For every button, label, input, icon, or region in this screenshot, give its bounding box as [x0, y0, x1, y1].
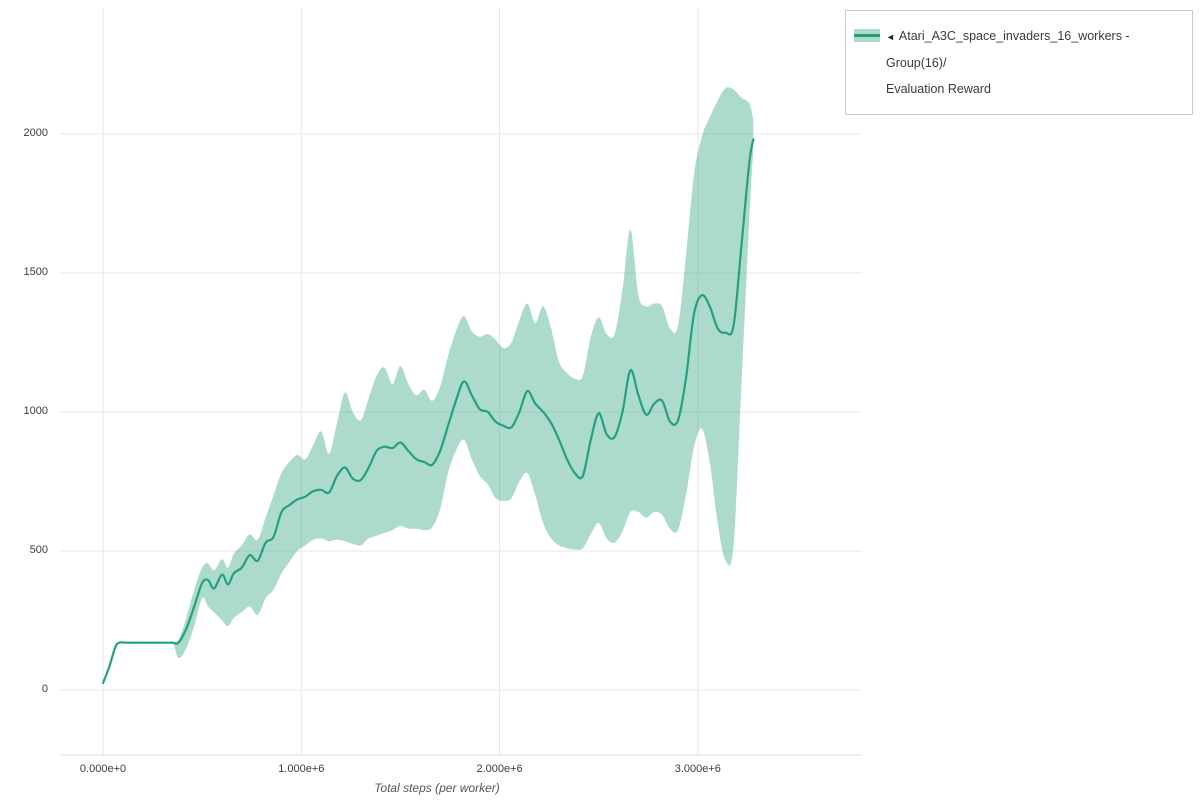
y-tick-label: 2000: [23, 126, 48, 139]
y-tick-label: 1500: [23, 265, 48, 278]
legend-run-name-row: ◄ Atari_A3C_space_invaders_16_workers - G…: [886, 29, 1130, 70]
y-tick-label: 0: [41, 682, 48, 695]
y-tick-label: 1000: [23, 404, 48, 417]
legend-metric-name: Evaluation Reward: [886, 82, 991, 96]
x-tick-label: 0.000e+0: [79, 763, 127, 775]
collapse-triangle-icon: ◄: [886, 32, 895, 42]
line-swatch: [854, 34, 880, 37]
legend-run-name: Atari_A3C_space_invaders_16_workers - Gr…: [886, 29, 1130, 70]
x-tick-label: 3.000e+6: [674, 763, 721, 775]
x-axis-title: Total steps (per worker): [374, 781, 500, 795]
series-swatch-icon: [854, 29, 880, 42]
legend-item-run[interactable]: ◄ Atari_A3C_space_invaders_16_workers - G…: [854, 23, 1182, 102]
x-tick-label: 2.000e+6: [476, 763, 523, 775]
legend: ◄ Atari_A3C_space_invaders_16_workers - G…: [845, 10, 1193, 115]
x-tick-label: 1.000e+6: [278, 763, 325, 775]
mean-line: [101, 138, 755, 685]
y-tick-label: 500: [29, 543, 48, 556]
confidence-band: [103, 87, 754, 684]
legend-label: ◄ Atari_A3C_space_invaders_16_workers - G…: [886, 23, 1182, 102]
